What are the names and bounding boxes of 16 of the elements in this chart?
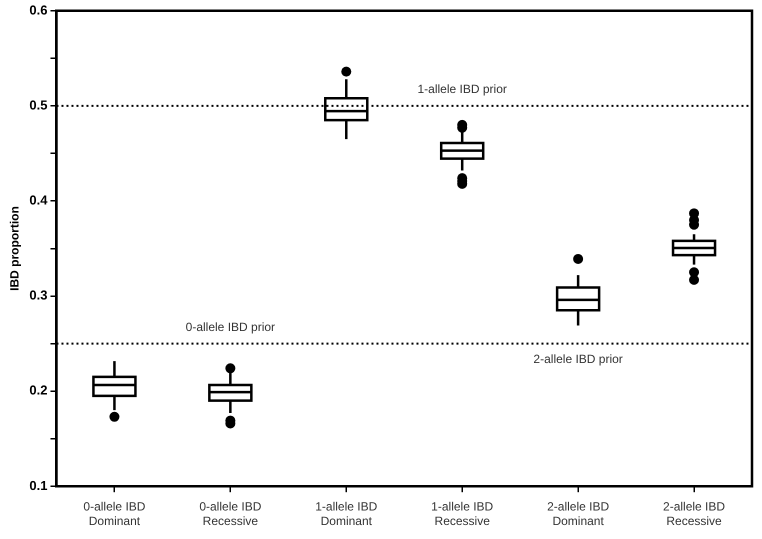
x-tick-label: 1-allele IBD Dominant <box>315 500 378 528</box>
y-tick-label: 0.1 <box>29 478 48 493</box>
y-tick-label: 0.2 <box>29 382 48 398</box>
y-axis-title: IBD proportion <box>8 206 22 291</box>
annotation: 1-allele IBD prior <box>418 82 507 96</box>
y-tick-label: 0.3 <box>29 288 48 303</box>
annotation: 2-allele IBD prior <box>533 352 623 366</box>
x-tick-label: 1-allele IBD Recessive <box>431 500 494 528</box>
y-tick-label: 0.4 <box>29 192 48 208</box>
x-tick-label: 0-allele IBD Dominant <box>83 500 146 528</box>
x-tick-label: 2-allele IBD Recessive <box>663 500 726 528</box>
y-tick-label: 0.5 <box>29 97 48 112</box>
x-tick-label: 2-allele IBD Dominant <box>547 500 610 528</box>
annotation: 0-allele IBD prior <box>186 320 276 334</box>
y-tick-label: 0.6 <box>29 2 48 18</box>
x-tick-label: 0-allele IBD Recessive <box>199 500 262 528</box>
